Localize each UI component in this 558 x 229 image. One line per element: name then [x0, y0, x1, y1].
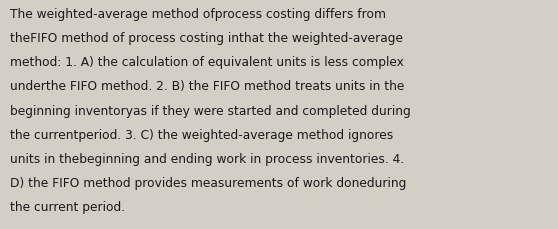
Text: method: 1. A) the calculation of equivalent units is less complex: method: 1. A) the calculation of equival…: [10, 56, 404, 69]
Text: theFIFO method of process costing inthat the weighted-average: theFIFO method of process costing inthat…: [10, 32, 403, 45]
Text: units in thebeginning and ending work in process inventories. 4.: units in thebeginning and ending work in…: [10, 152, 405, 165]
Text: the currentperiod. 3. C) the weighted-average method ignores: the currentperiod. 3. C) the weighted-av…: [10, 128, 393, 141]
Text: The weighted-average method ofprocess costing differs from: The weighted-average method ofprocess co…: [10, 8, 386, 21]
Text: the current period.: the current period.: [10, 200, 125, 213]
Text: beginning inventoryas if they were started and completed during: beginning inventoryas if they were start…: [10, 104, 411, 117]
Text: D) the FIFO method provides measurements of work doneduring: D) the FIFO method provides measurements…: [10, 176, 406, 189]
Text: underthe FIFO method. 2. B) the FIFO method treats units in the: underthe FIFO method. 2. B) the FIFO met…: [10, 80, 405, 93]
